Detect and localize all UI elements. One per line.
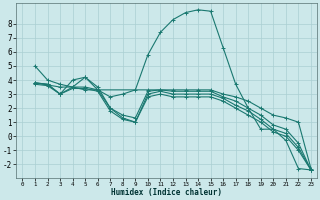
X-axis label: Humidex (Indice chaleur): Humidex (Indice chaleur) [111,188,222,197]
